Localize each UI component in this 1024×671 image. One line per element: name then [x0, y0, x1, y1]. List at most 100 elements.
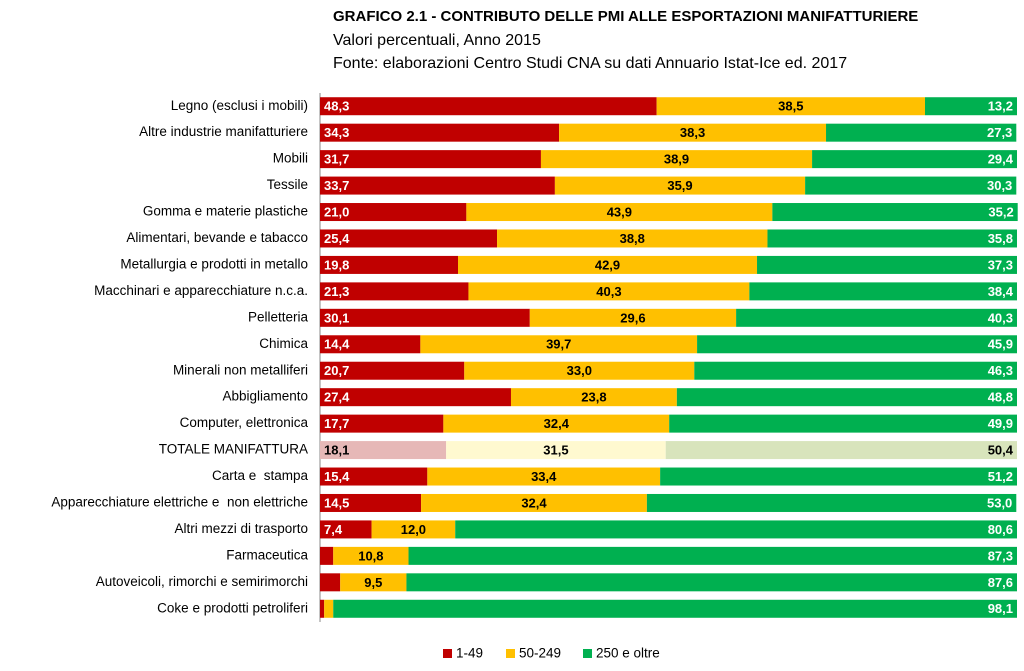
value-label: 19,8: [324, 257, 349, 272]
bar-segment: [767, 229, 1017, 248]
bar-segment: [320, 414, 444, 433]
value-label: 38,3: [680, 125, 705, 140]
bar-segment: [333, 546, 409, 565]
bar-segment: [805, 176, 1017, 195]
bar-segment: [320, 520, 372, 539]
value-label: 21,0: [324, 204, 349, 219]
bar-segment: [320, 467, 428, 486]
category-label: Metallurgia e prodotti in metallo: [120, 256, 308, 271]
value-label: 45,9: [988, 337, 1013, 352]
category-label: Abbigliamento: [222, 389, 308, 404]
value-label: 31,7: [324, 152, 349, 167]
bar-segment: [320, 203, 467, 222]
bar-segment: [320, 361, 465, 380]
value-label: 48,8: [988, 390, 1013, 405]
bar-segment: [371, 520, 456, 539]
bar-segment: [757, 255, 1017, 274]
bar-segment: [320, 599, 325, 618]
value-label: 46,3: [988, 363, 1013, 378]
legend-swatch: [443, 649, 452, 658]
bar-segment: [427, 467, 661, 486]
bar-segment: [455, 520, 1017, 539]
category-label: Chimica: [259, 336, 308, 351]
bar-segment: [554, 176, 806, 195]
bar-segment: [446, 441, 666, 460]
value-label: 49,9: [988, 416, 1013, 431]
chart-subtitle: Valori percentuali, Anno 2015: [333, 32, 541, 49]
bar-segment: [736, 308, 1017, 327]
value-label: 32,4: [521, 495, 547, 510]
value-label: 17,7: [324, 416, 349, 431]
category-label: Gomma e materie plastiche: [143, 204, 308, 219]
bar-segment: [826, 123, 1017, 142]
category-label: Altri mezzi di trasporto: [174, 521, 308, 536]
bar-segment: [529, 308, 737, 327]
value-label: 20,7: [324, 363, 349, 378]
value-label: 40,3: [596, 284, 621, 299]
category-label: Apparecchiature elettriche e non elettri…: [51, 495, 308, 510]
bar-segment: [464, 361, 695, 380]
bar-segment: [540, 150, 813, 169]
bar-segment: [694, 361, 1017, 380]
value-label: 40,3: [988, 310, 1013, 325]
bar-segment: [320, 97, 657, 116]
bar-segment: [669, 414, 1017, 433]
category-label: Minerali non metalliferi: [173, 362, 308, 377]
bar-segment: [340, 573, 407, 592]
value-label: 23,8: [581, 390, 606, 405]
value-label: 30,1: [324, 310, 349, 325]
value-label: 35,9: [667, 178, 692, 193]
bar-segment: [408, 546, 1017, 565]
category-label: Tessile: [267, 177, 308, 192]
bar-segment: [320, 573, 341, 592]
value-label: 51,2: [988, 469, 1013, 484]
value-label: 13,2: [988, 99, 1013, 114]
legend-label: 250 e oltre: [596, 646, 660, 661]
value-label: 30,3: [987, 178, 1012, 193]
value-label: 21,3: [324, 284, 349, 299]
category-label: Autoveicoli, rimorchi e semirimorchi: [96, 574, 308, 589]
value-label: 38,4: [988, 284, 1014, 299]
legend-swatch: [583, 649, 592, 658]
value-label: 27,3: [987, 125, 1012, 140]
category-label: TOTALE MANIFATTURA: [159, 442, 308, 457]
bar-segment: [676, 388, 1017, 407]
bar-segment: [812, 150, 1017, 169]
bar-segment: [646, 493, 1017, 512]
bar-segment: [497, 229, 768, 248]
value-label: 9,5: [364, 575, 382, 590]
bar-segment: [320, 255, 459, 274]
bar-segment: [320, 493, 422, 512]
bar-segment: [320, 308, 530, 327]
value-label: 42,9: [595, 257, 620, 272]
value-label: 33,4: [531, 469, 557, 484]
chart-title: GRAFICO 2.1 - CONTRIBUTO DELLE PMI ALLE …: [333, 8, 918, 25]
bar-segment: [320, 150, 541, 169]
value-label: 39,7: [546, 337, 571, 352]
value-label: 29,4: [988, 152, 1014, 167]
value-label: 14,5: [324, 495, 349, 510]
category-label: Computer, elettronica: [180, 415, 309, 430]
category-label: Farmaceutica: [226, 547, 308, 562]
bar-segment: [697, 335, 1017, 354]
value-label: 10,8: [358, 548, 383, 563]
value-label: 38,5: [778, 99, 803, 114]
value-label: 98,1: [988, 601, 1013, 616]
bar-segment: [406, 573, 1018, 592]
value-label: 34,3: [324, 125, 349, 140]
bar-segment: [660, 467, 1017, 486]
category-label: Carta e stampa: [212, 468, 309, 483]
value-label: 50,4: [988, 443, 1014, 458]
bar-segment: [559, 123, 827, 142]
bar-segment: [320, 123, 560, 142]
bar-segment: [443, 414, 670, 433]
bar-segment: [320, 546, 334, 565]
bar-segment: [320, 282, 469, 301]
value-label: 87,3: [988, 548, 1013, 563]
value-label: 32,4: [544, 416, 570, 431]
category-label: Pelletteria: [248, 309, 309, 324]
value-label: 35,2: [988, 204, 1013, 219]
bar-segment: [421, 493, 647, 512]
bar-segment: [924, 97, 1017, 116]
value-label: 29,6: [620, 310, 645, 325]
